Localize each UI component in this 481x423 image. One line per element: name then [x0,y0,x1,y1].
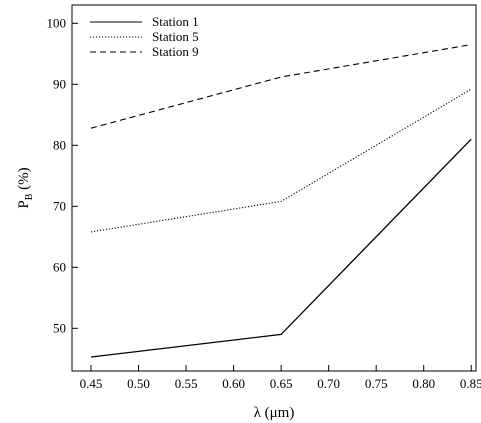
series-line-station-9 [90,44,472,129]
y-tick-label: 80 [53,137,66,152]
x-tick-label: 0.50 [127,376,150,391]
series-line-station-1 [90,138,472,358]
y-axis-title-suffix: (%) [16,167,32,193]
x-tick-label: 0.45 [80,376,103,391]
y-axis-title-main: P [16,200,32,208]
legend-label-station-9: Station 9 [152,44,199,59]
y-tick-label: 70 [53,198,66,213]
x-axis-title: λ (μm) [254,405,295,421]
series-line-station-5 [90,88,472,233]
x-tick-label: 0.60 [222,376,245,391]
series-lines [90,44,472,358]
legend-label-station-1: Station 1 [152,14,199,29]
legend-label-station-5: Station 5 [152,29,199,44]
x-tick-label: 0.85 [460,376,481,391]
y-axis-title-subscript: B [24,193,35,200]
plot-border [71,4,477,372]
y-axis-title: PB (%) [16,167,35,208]
x-tick-label: 0.55 [175,376,198,391]
x-tick-label: 0.65 [270,376,293,391]
x-tick-label: 0.70 [317,376,340,391]
x-tick-label: 0.75 [365,376,388,391]
y-tick-label: 100 [47,15,67,30]
x-tick-label: 0.80 [412,376,435,391]
y-tick-label: 50 [53,320,66,335]
y-tick-label: 90 [53,76,66,91]
plot-frame [71,4,477,372]
y-tick-label: 60 [53,259,66,274]
y-axis: 50 60 70 80 90 100 [47,15,78,335]
x-axis: 0.45 0.50 0.55 0.60 0.65 0.70 0.75 0.80 0.85 [80,365,481,391]
